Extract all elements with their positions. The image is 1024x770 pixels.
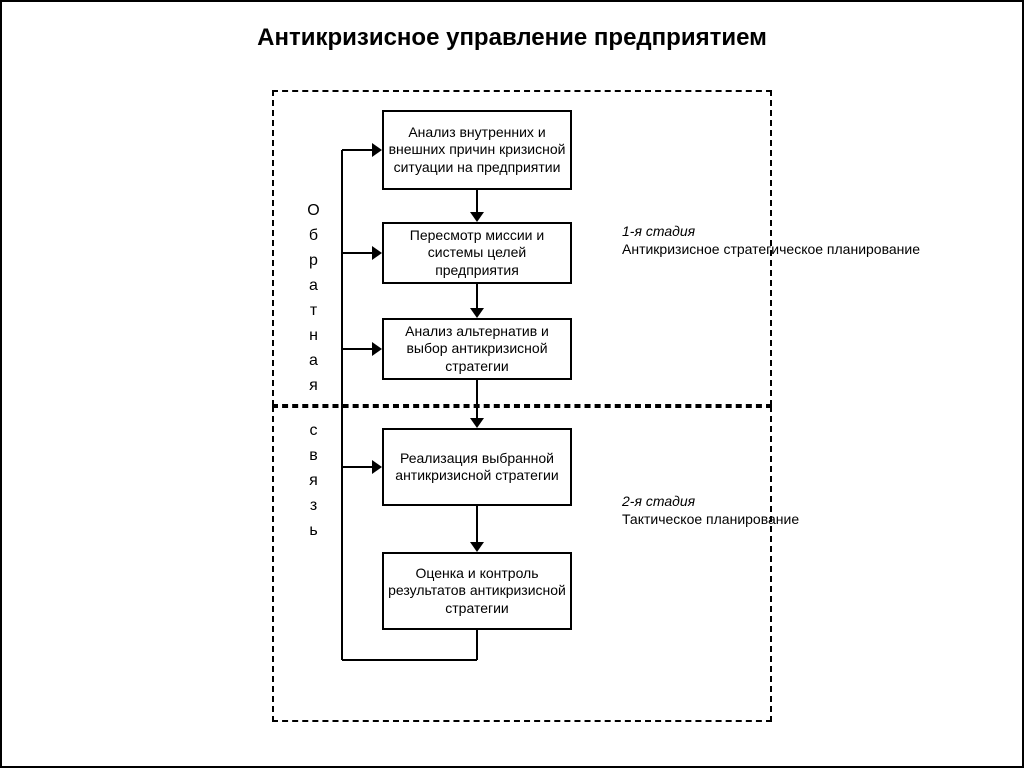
stage-text-1: Антикризисное стратегическое планировани…: [622, 241, 920, 257]
flow-node-2: Пересмотр миссии и системы целей предпри…: [382, 222, 572, 284]
flow-node-3: Анализ альтернатив и выбор антикризисной…: [382, 318, 572, 380]
stage-num-1: 1-я стадия: [622, 223, 695, 239]
flow-node-1: Анализ внутренних и внешних причин кризи…: [382, 110, 572, 190]
flow-node-4: Реализация выбранной антикризисной страт…: [382, 428, 572, 506]
page-title: Антикризисное управление предприятием: [2, 24, 1022, 52]
flowchart-diagram: Анализ внутренних и внешних причин кризи…: [2, 72, 1022, 756]
stage-label-2: 2-я стадия Тактическое планирование: [622, 492, 799, 528]
feedback-label-2: связь: [304, 422, 322, 547]
flow-node-5: Оценка и контроль результатов антикризис…: [382, 552, 572, 630]
feedback-label-1: Обратная: [304, 202, 322, 402]
stage-label-1: 1-я стадия Антикризисное стратегическое …: [622, 222, 920, 258]
stage-num-2: 2-я стадия: [622, 493, 695, 509]
stage-text-2: Тактическое планирование: [622, 511, 799, 527]
